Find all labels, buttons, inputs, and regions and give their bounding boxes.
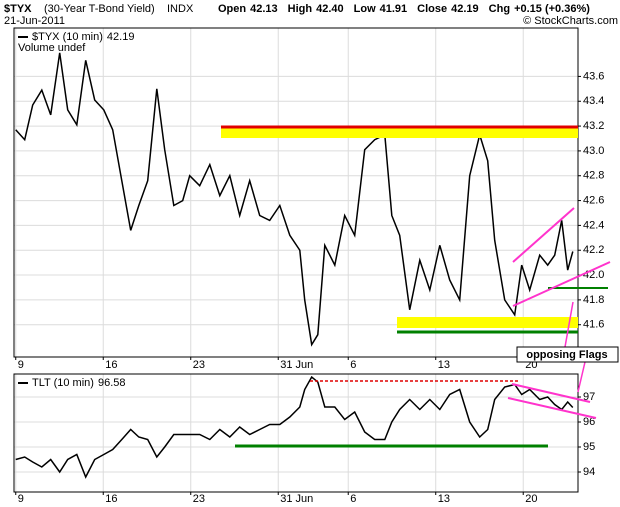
symbol-name: (30-Year T-Bond Yield): [44, 3, 155, 15]
quote-label: Open: [218, 3, 246, 15]
x-tick-label: 31 Jun: [280, 359, 313, 371]
quote-value: 42.19: [451, 3, 479, 15]
x-tick-label: 13: [438, 493, 450, 505]
y-tick-label: 43.0: [583, 145, 604, 157]
y-tick-label: 43.6: [583, 70, 604, 82]
credit: © StockCharts.com: [523, 15, 618, 27]
price-line: [15, 52, 574, 347]
quote-value: 42.13: [250, 3, 278, 15]
flag-line: [512, 261, 611, 307]
x-tick-label: 16: [105, 493, 117, 505]
support-band: [397, 317, 578, 328]
legend-value: 42.19: [107, 31, 135, 43]
y-tick-label: 96: [583, 416, 595, 428]
legend-label: $TYX (10 min): [32, 31, 103, 43]
date: 21-Jun-2011: [4, 15, 65, 27]
quote-label: Chg: [489, 3, 510, 15]
y-tick-label: 94: [583, 466, 595, 478]
annotation-box: [516, 346, 619, 363]
price-panel: 41.6 41.8 42.0 42.2 42.4 42.6 42.8 43.0 43.2 43.4…: [13, 27, 604, 371]
quote-value: +0.15 (+0.36%): [514, 3, 590, 15]
x-tick-label: 20: [525, 493, 537, 505]
arrow: [577, 361, 586, 393]
flag-line: [512, 207, 575, 263]
quote-label: Low: [354, 3, 376, 15]
y-tick-label: 41.8: [583, 294, 604, 306]
annotation: opposing Flags: [526, 349, 607, 361]
x-tick-label: 23: [193, 359, 205, 371]
x-tick-label: 13: [438, 359, 450, 371]
annotations: opposing Flags: [221, 125, 619, 448]
x-tick-label: 23: [193, 493, 205, 505]
y-tick-label: 42.2: [583, 244, 604, 256]
x-tick-label: 9: [18, 359, 24, 371]
exchange: INDX: [167, 3, 194, 15]
x-tick-label: 31 Jun: [280, 493, 313, 505]
price-line: [15, 375, 574, 479]
tlt-panel: 94 95 96 97 9 16 23 31 Jun 6 13 20 TLT (10 min) 96.5…: [13, 373, 595, 505]
x-tick-label: 6: [350, 359, 356, 371]
y-tick-label: 42.6: [583, 194, 604, 206]
y-tick-label: 42.8: [583, 170, 604, 182]
y-tick-label: 43.2: [583, 120, 604, 132]
y-tick-label: 42.0: [583, 269, 604, 281]
legend-label: TLT (10 min): [32, 377, 94, 389]
quote-value: 42.40: [316, 3, 344, 15]
quote-label: High: [288, 3, 313, 15]
y-tick-label: 95: [583, 441, 595, 453]
y-tick-label: 41.6: [583, 319, 604, 331]
panel-frame: [13, 373, 579, 493]
flag-line: [511, 383, 591, 403]
resistance-band: [221, 126, 578, 138]
quote: Open 42.13 High 42.40 Low 41.91 Close 42.19 Chg +…: [218, 3, 590, 15]
y-tick-label: 97: [583, 391, 595, 403]
volume-note: Volume undef: [18, 42, 86, 54]
y-tick-label: 42.4: [583, 219, 604, 231]
x-tick-label: 6: [350, 493, 356, 505]
arrow: [564, 301, 574, 348]
legend-value: 96.58: [98, 377, 126, 389]
symbol: $TYX: [4, 3, 32, 15]
x-tick-label: 9: [18, 493, 24, 505]
panel-frame: [13, 27, 579, 358]
x-tick-label: 16: [105, 359, 117, 371]
quote-label: Close: [417, 3, 447, 15]
quote-value: 41.91: [380, 3, 408, 15]
flag-line: [507, 397, 597, 419]
y-tick-label: 43.4: [583, 95, 604, 107]
